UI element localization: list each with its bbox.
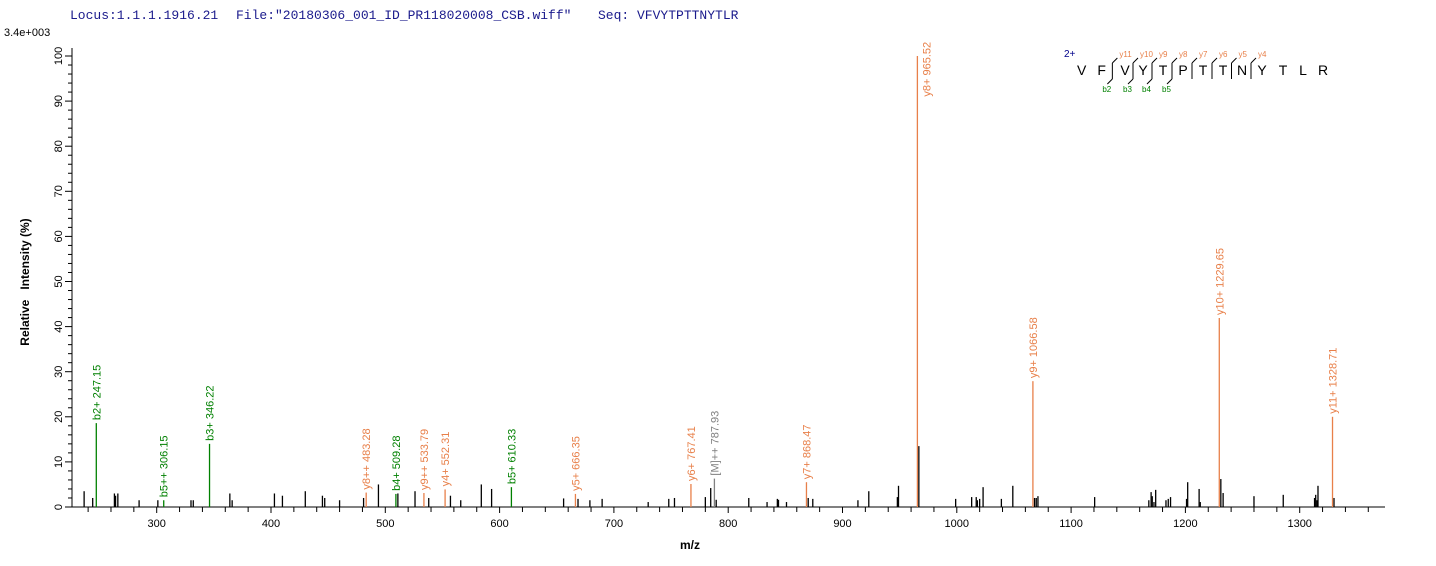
x-tick-label: 1200 bbox=[1173, 518, 1197, 530]
residue: T bbox=[1159, 62, 1168, 78]
x-tick-label: 600 bbox=[490, 518, 508, 530]
residue: V bbox=[1077, 62, 1087, 78]
residue: T bbox=[1199, 62, 1208, 78]
b-ion-label: b5 bbox=[1162, 85, 1171, 94]
b-ion-label: b3 bbox=[1123, 85, 1132, 94]
x-tick-label: 1100 bbox=[1059, 518, 1083, 530]
y-tick-label: 80 bbox=[53, 140, 65, 152]
y-break-hook bbox=[1191, 57, 1198, 64]
peak-label: y6+ 767.41 bbox=[686, 426, 698, 481]
residue: T bbox=[1279, 62, 1288, 78]
y-ion-label: y4 bbox=[1258, 50, 1267, 59]
header-locus: Locus:1.1.1.1916.21 bbox=[70, 8, 218, 23]
axes: 300 400 500 600 700 800 900 1000 1100 1200 1300 0 10… bbox=[53, 47, 1385, 530]
peak-label: y4+ 552.31 bbox=[440, 432, 452, 487]
y-tick-label: 50 bbox=[53, 275, 65, 287]
y-tick-label: 100 bbox=[53, 47, 65, 65]
residue: V bbox=[1120, 62, 1130, 78]
y-ion-label: y8 bbox=[1179, 50, 1188, 59]
charge-state: 2+ bbox=[1064, 49, 1076, 60]
residue: R bbox=[1318, 62, 1328, 78]
peak-label: [M]++ 787.93 bbox=[709, 411, 721, 476]
residue: P bbox=[1178, 62, 1187, 78]
y-tick-label: 20 bbox=[53, 411, 65, 423]
peak-label: y7+ 868.47 bbox=[801, 424, 813, 479]
residue: F bbox=[1097, 62, 1106, 78]
peak-label: y5+ 666.35 bbox=[570, 436, 582, 491]
y-ion-label: y7 bbox=[1199, 50, 1208, 59]
b-break-hook bbox=[1106, 78, 1113, 85]
y-tick-label: 40 bbox=[53, 320, 65, 332]
y-ion-label: y11 bbox=[1119, 50, 1132, 59]
y-break-hook bbox=[1211, 57, 1218, 64]
y-axis-label: Relative Intensity (%) bbox=[18, 218, 32, 345]
y-tick-label: 30 bbox=[53, 366, 65, 378]
x-tick-label: 1300 bbox=[1287, 518, 1311, 530]
x-tick-label: 300 bbox=[148, 518, 166, 530]
peak-label: b5++ 306.15 bbox=[159, 435, 171, 497]
b-break-hook bbox=[1146, 78, 1153, 85]
y-ion-label: y5 bbox=[1239, 50, 1248, 59]
y-break-hook bbox=[1231, 57, 1237, 64]
y-tick-label: 10 bbox=[53, 456, 65, 468]
peak-label: y8++ 483.28 bbox=[361, 428, 373, 489]
peak-label: y11+ 1328.71 bbox=[1328, 348, 1340, 414]
peak-label: y9++ 533.79 bbox=[419, 429, 431, 490]
y-tick-label: 0 bbox=[53, 504, 65, 510]
x-tick-label: 500 bbox=[376, 518, 394, 530]
y-ion-label: y10 bbox=[1140, 50, 1153, 59]
y-break-hook bbox=[1250, 57, 1257, 64]
x-tick-label: 800 bbox=[719, 518, 737, 530]
residue: Y bbox=[1138, 62, 1148, 78]
peak-label: b2+ 247.15 bbox=[91, 365, 103, 420]
peak-label: y9+ 1066.58 bbox=[1028, 317, 1040, 378]
y-break-hook bbox=[1171, 57, 1178, 64]
residue: N bbox=[1237, 62, 1247, 78]
x-axis-label: m/z bbox=[680, 538, 700, 552]
y-ion-label: y9 bbox=[1159, 50, 1168, 59]
y-tick-label: 60 bbox=[53, 230, 65, 242]
header-sequence: Seq: VFVYTPTTNYTLR bbox=[598, 8, 739, 23]
peak-label: b3+ 346.22 bbox=[205, 385, 217, 440]
residue: Y bbox=[1257, 62, 1267, 78]
peak-label: b5+ 610.33 bbox=[506, 429, 518, 484]
intensity-scale-label: 3.4e+003 bbox=[4, 27, 50, 39]
x-tick-label: 400 bbox=[262, 518, 280, 530]
y-tick-label: 90 bbox=[53, 95, 65, 107]
y-tick-label: 70 bbox=[53, 185, 65, 197]
b-break-hook bbox=[1127, 78, 1134, 85]
header-file: File:"20180306_001_ID_PR118020008_CSB.wi… bbox=[236, 8, 571, 23]
y-break-hook bbox=[1111, 57, 1118, 64]
peak-label: b4+ 509.28 bbox=[391, 436, 403, 491]
y-break-hook bbox=[1132, 57, 1139, 64]
y-break-hook bbox=[1151, 57, 1158, 64]
b-ion-label: b4 bbox=[1142, 85, 1151, 94]
residue: T bbox=[1219, 62, 1228, 78]
b-break-hook bbox=[1166, 78, 1173, 85]
peak-label: y8+ 965.52 bbox=[921, 42, 933, 97]
peaks: b2+ 247.15 b5++ 306.15 b3+ 346.22 y8++ 483.… bbox=[83, 42, 1340, 507]
peak-label: y10+ 1229.65 bbox=[1214, 248, 1226, 315]
x-tick-label: 700 bbox=[605, 518, 623, 530]
x-tick-label: 1000 bbox=[945, 518, 969, 530]
b-ion-label: b2 bbox=[1102, 85, 1111, 94]
y-ion-label: y6 bbox=[1219, 50, 1228, 59]
residue: L bbox=[1299, 62, 1307, 78]
x-tick-label: 900 bbox=[833, 518, 851, 530]
